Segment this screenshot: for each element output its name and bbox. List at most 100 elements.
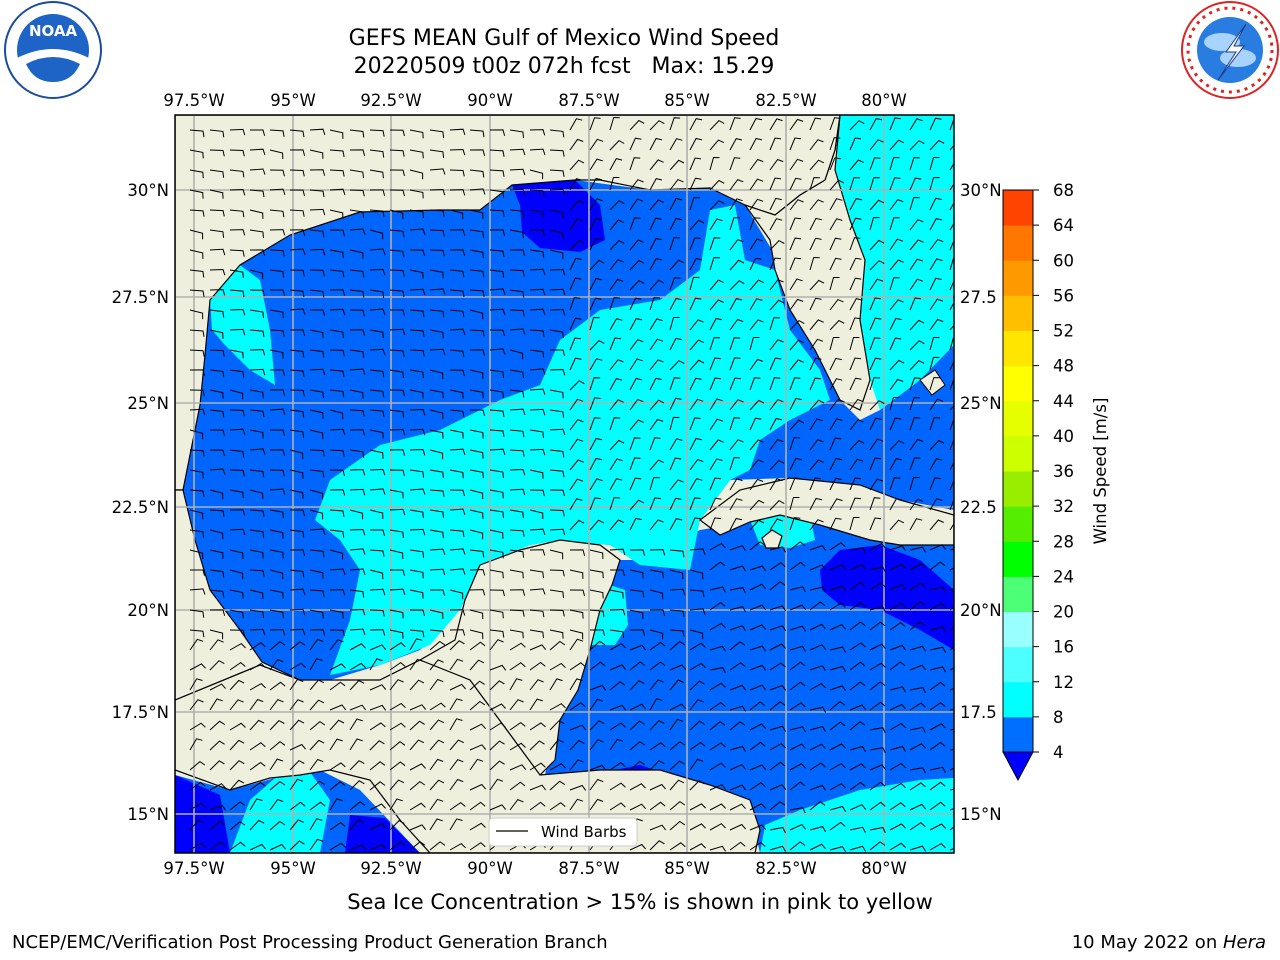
wind-barb [529,588,546,595]
wind-barb [729,399,744,411]
wind-barb [349,528,366,536]
wind-barb [849,419,864,431]
wind-barb [509,678,523,691]
wind-barb [869,681,886,691]
wind-barb [729,745,747,752]
wind-barb [329,389,345,398]
wind-barb [529,408,546,416]
wind-barb [369,629,386,636]
wind-barb [449,698,463,711]
wind-barb [429,509,444,518]
wind-barb [869,582,886,591]
wind-barb [549,528,566,536]
wind-barb [349,738,363,751]
wind-barb [349,169,364,178]
wind-barb [909,196,920,211]
wind-barb [189,209,205,217]
wind-barb [229,642,246,651]
wind-barb [549,389,564,399]
wind-barb [329,639,344,651]
colorbar-bin [1003,295,1033,331]
wind-barb [569,519,585,531]
wind-barb [769,459,785,471]
wind-barb [209,468,226,475]
wind-barb [529,349,545,358]
wind-barb [489,629,505,638]
wind-barb [389,349,405,357]
wind-barb [829,685,847,692]
wind-barb [509,209,525,218]
wind-barb [829,117,841,131]
wind-barb [709,257,720,271]
wind-barb [689,629,704,640]
wind-barb [869,400,885,411]
wind-barb [369,704,387,711]
wind-barb [369,740,385,751]
wind-barb [389,529,404,539]
wind-barb [649,399,665,411]
wind-barb [889,823,906,831]
wind-barb [589,798,604,811]
wind-barb [889,299,904,311]
wind-barb [189,149,204,159]
wind-barb [889,621,906,631]
wind-barb [289,248,306,255]
bottom-lon-label: 97.5°W [163,859,224,878]
wind-barb [269,509,284,519]
cyan-zone-pacific [230,772,330,853]
wind-barb [849,257,862,271]
wind-barb [489,760,505,771]
wind-barb [869,621,886,631]
wind-barb [369,658,383,671]
low-wind-zone-cayman [820,545,954,650]
wind-barb [809,545,827,551]
wind-barb [449,658,464,671]
wind-barb [489,469,504,479]
wind-barb [389,229,405,238]
wind-barb [869,781,886,791]
wind-barb [489,129,506,136]
wind-barb [709,622,726,631]
wind-barb [389,679,404,691]
wind-barb [569,199,585,211]
right-lat-label: 27.5 [960,288,997,307]
wind-barb [709,458,723,471]
wind-barb [889,563,906,571]
wind-barb [649,641,666,651]
wind-barb [869,801,886,811]
wind-barb [449,842,466,851]
wind-barb [869,566,886,573]
wind-barb [649,137,663,151]
wind-barb [209,529,224,540]
wind-barb [709,845,727,852]
wind-barb [609,297,621,311]
wind-barb [329,663,346,671]
wind-barb [569,589,585,597]
wind-barb [749,399,765,411]
wind-barb [629,499,645,511]
wind-barb [349,368,366,375]
wind-barb [249,819,265,831]
wind-barb [869,606,886,613]
wind-barb [829,298,844,311]
wind-barb [329,369,345,378]
wind-barb [369,569,384,580]
colorbar-tick-label: 64 [1053,216,1074,235]
wind-barb [549,368,566,376]
wind-barb [209,589,225,598]
wind-barb [829,762,846,771]
wind-barb [569,239,585,251]
wind-barb [829,782,846,791]
wind-barb [869,417,882,431]
wind-barb [649,258,663,271]
wind-barb [409,658,424,671]
wind-barb [589,698,604,711]
wind-barb [549,428,566,436]
wind-barb [529,569,544,579]
wind-barb [289,449,304,460]
wind-barb [349,409,365,417]
wind-barb [769,158,784,171]
wind-barb [409,638,423,651]
wind-barb [669,138,683,151]
wind-barb [909,845,927,852]
